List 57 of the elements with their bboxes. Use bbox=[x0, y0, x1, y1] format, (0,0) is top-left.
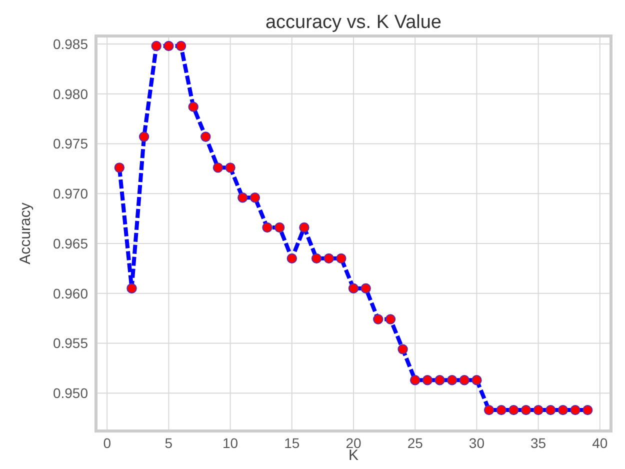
point bbox=[176, 40, 186, 52]
y-tick-label: 0.960 bbox=[52, 285, 88, 302]
point bbox=[311, 253, 322, 264]
point bbox=[225, 162, 236, 173]
point bbox=[484, 404, 494, 416]
point bbox=[446, 375, 458, 386]
x-tick-label: 0 bbox=[103, 435, 112, 451]
x-tick-label: 25 bbox=[407, 435, 424, 451]
x-tick-label: 40 bbox=[592, 435, 608, 451]
point bbox=[126, 283, 137, 294]
point bbox=[558, 404, 568, 416]
x-tick-label: 5 bbox=[164, 435, 173, 451]
y-tick-label: 0.975 bbox=[52, 136, 88, 152]
y-axis-title: Accuracy bbox=[17, 202, 34, 264]
point bbox=[114, 162, 125, 173]
point bbox=[459, 375, 470, 386]
point bbox=[324, 253, 334, 264]
point bbox=[520, 404, 532, 416]
point bbox=[434, 375, 445, 386]
point bbox=[212, 162, 224, 173]
y-tick-label: 0.980 bbox=[52, 86, 88, 102]
y-tick-label: 0.985 bbox=[52, 36, 88, 52]
point bbox=[508, 404, 519, 416]
point bbox=[138, 132, 150, 142]
point bbox=[546, 404, 556, 416]
y-tick-label: 0.970 bbox=[52, 186, 88, 202]
point bbox=[200, 132, 211, 142]
point bbox=[385, 314, 396, 324]
point bbox=[286, 253, 297, 264]
x-tick-label: 30 bbox=[468, 435, 485, 451]
point bbox=[472, 375, 482, 386]
x-tick-label: 35 bbox=[530, 435, 546, 451]
point bbox=[373, 314, 384, 324]
y-tick-label: 0.955 bbox=[52, 335, 88, 352]
point bbox=[496, 404, 506, 416]
point bbox=[151, 40, 162, 52]
point bbox=[348, 283, 359, 294]
point bbox=[299, 222, 310, 233]
point bbox=[238, 192, 248, 203]
point bbox=[533, 404, 544, 416]
point bbox=[582, 404, 593, 416]
point bbox=[250, 192, 260, 203]
point bbox=[360, 283, 371, 294]
point bbox=[570, 404, 580, 416]
point bbox=[422, 375, 433, 386]
y-tick-label: 0.965 bbox=[52, 235, 88, 252]
x-tick-label: 15 bbox=[284, 435, 300, 451]
point bbox=[262, 222, 272, 233]
point bbox=[164, 40, 174, 52]
point bbox=[410, 375, 420, 386]
x-tick-label: 10 bbox=[222, 435, 238, 451]
chart-title: accuracy vs. K Value bbox=[265, 12, 442, 33]
point bbox=[188, 102, 198, 112]
y-tick-label: 0.950 bbox=[52, 385, 88, 402]
point bbox=[336, 253, 346, 264]
point bbox=[398, 344, 408, 354]
point bbox=[274, 222, 285, 233]
